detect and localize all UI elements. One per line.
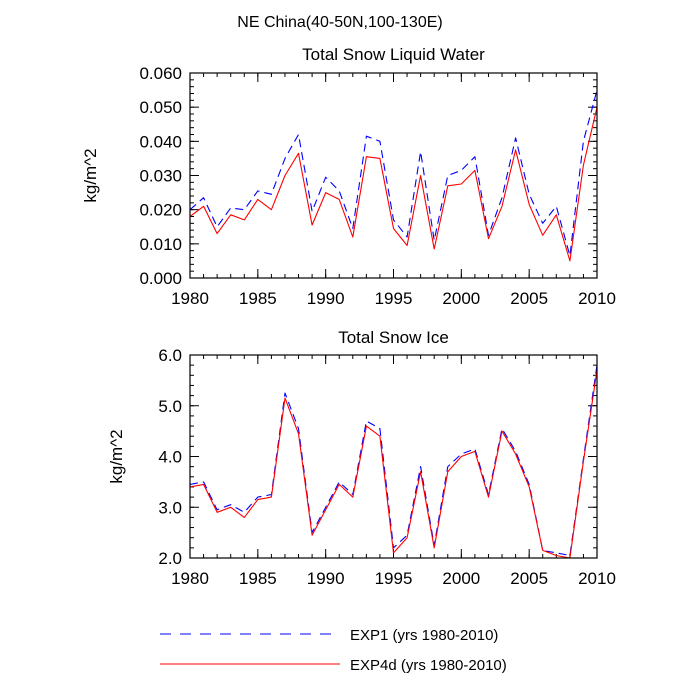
x-tick-label: 1980	[171, 569, 209, 588]
x-tick-label: 1985	[239, 289, 277, 308]
y-tick-label: 0.020	[139, 201, 182, 220]
plot-frame-snow-ice	[189, 354, 598, 559]
y-tick-label: 0.010	[139, 235, 182, 254]
y-axis-label-snow-ice: kg/m^2	[107, 429, 126, 483]
legend: EXP1 (yrs 1980-2010) EXP4d (yrs 1980-2010…	[160, 627, 507, 674]
y-tick-label: 5.0	[158, 397, 182, 416]
snow-ice-panel: Total Snow Ice kg/m^2 1980 1985 1990 1995 2000…	[107, 328, 616, 588]
figure-suptitle: NE China(40-50N,100-130E)	[237, 14, 442, 31]
x-tick-label: 1990	[307, 289, 345, 308]
chart-title-snow-ice: Total Snow Ice	[338, 328, 449, 347]
x-tick-label: 1985	[239, 569, 277, 588]
y-tick-label: 0.040	[139, 132, 182, 151]
legend-label-exp4d: EXP4d (yrs 1980-2010)	[350, 657, 507, 674]
series-line-exp1-liquid-water	[189, 89, 598, 257]
y-tick-label: 0.060	[139, 64, 182, 83]
x-tick-label: 1980	[171, 289, 209, 308]
series-line-exp1-snow-ice	[189, 365, 598, 557]
series-line-exp4d-liquid-water	[189, 107, 598, 262]
x-tick-label: 1995	[375, 569, 413, 588]
y-tick-label: 4.0	[158, 448, 182, 467]
chart-title-liquid-water: Total Snow Liquid Water	[302, 45, 485, 64]
y-tick-label: 0.030	[139, 167, 182, 186]
plot-frame-liquid-water	[189, 72, 598, 279]
legend-label-exp1: EXP1 (yrs 1980-2010)	[350, 627, 498, 644]
x-tick-label: 2000	[442, 569, 480, 588]
x-tick-label: 2010	[578, 569, 616, 588]
y-tick-label: 3.0	[158, 498, 182, 517]
y-axis-label-liquid-water: kg/m^2	[81, 148, 100, 202]
series-line-exp4d-snow-ice	[189, 370, 598, 559]
y-tick-label: 0.000	[139, 269, 182, 288]
x-tick-label: 1995	[375, 289, 413, 308]
y-tick-label: 2.0	[158, 549, 182, 568]
y-tick-label: 0.050	[139, 98, 182, 117]
snow-liquid-water-panel: Total Snow Liquid Water kg/m^2 1980 1985 199…	[81, 45, 616, 308]
y-tick-label: 6.0	[158, 346, 182, 365]
x-tick-label: 2005	[510, 289, 548, 308]
x-tick-label: 2000	[442, 289, 480, 308]
x-tick-label: 2005	[510, 569, 548, 588]
x-tick-label: 2010	[578, 289, 616, 308]
x-tick-label: 1990	[307, 569, 345, 588]
